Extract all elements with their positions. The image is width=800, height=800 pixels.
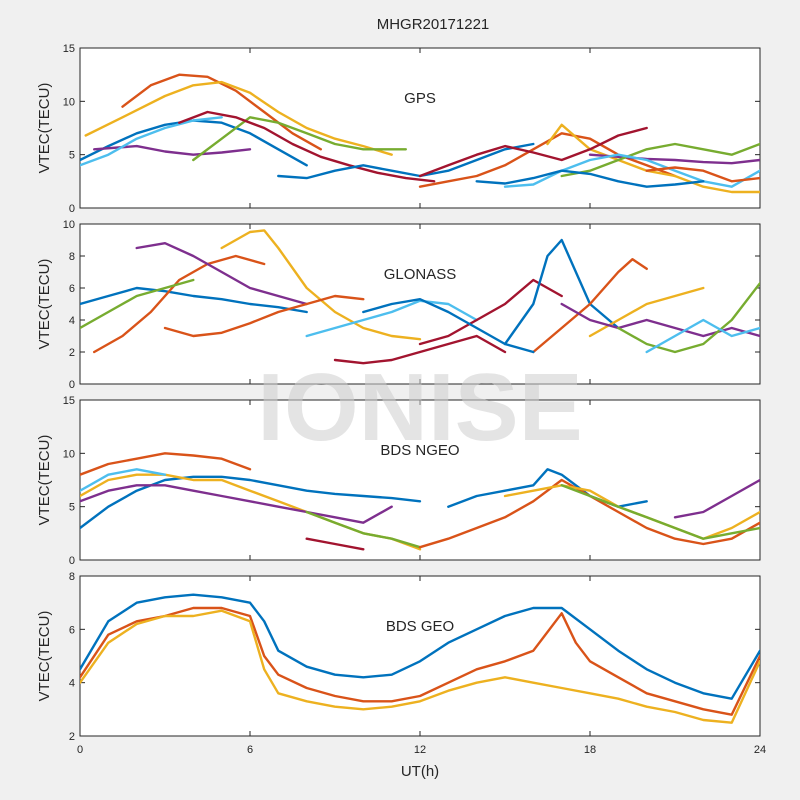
series-line xyxy=(560,302,760,338)
x-tick-label: 24 xyxy=(754,744,766,756)
series-line xyxy=(92,144,252,156)
series-line xyxy=(418,126,648,178)
panel-bds-ngeo: 0 5 10 15 BDS NGEO VTEC(TECU) xyxy=(36,395,761,567)
series-line xyxy=(503,153,760,188)
series-line xyxy=(80,468,167,492)
x-tick-label: 12 xyxy=(414,744,426,756)
series-line xyxy=(362,298,535,354)
series-line xyxy=(80,593,760,700)
axes-box xyxy=(79,575,761,737)
y-axis-label: VTEC(TECU) xyxy=(36,435,53,526)
x-axis-label: UT(h) xyxy=(401,763,439,780)
series-group xyxy=(80,593,760,724)
y-tick-label: 8 xyxy=(69,251,75,263)
series-line xyxy=(220,229,422,341)
y-axis-label: VTEC(TECU) xyxy=(36,259,53,350)
y-tick-label: 6 xyxy=(69,283,75,295)
series-line xyxy=(177,110,436,183)
series-line xyxy=(80,475,422,530)
y-tick-label: 0 xyxy=(69,203,75,215)
series-line xyxy=(80,609,760,724)
series-group xyxy=(80,229,760,365)
series-line xyxy=(475,169,705,188)
series-group xyxy=(80,73,760,194)
series-line xyxy=(92,254,266,354)
y-tick-label: 4 xyxy=(69,315,75,327)
y-tick-label: 15 xyxy=(63,43,75,55)
series-group xyxy=(80,452,760,551)
y-tick-label: 0 xyxy=(69,555,75,567)
series-line xyxy=(84,80,393,156)
y-tick-label: 15 xyxy=(63,395,75,407)
series-line xyxy=(333,334,507,365)
y-tick-label: 5 xyxy=(69,502,75,514)
series-line xyxy=(560,142,760,178)
y-axis-label: VTEC(TECU) xyxy=(36,83,53,174)
y-tick-label: 6 xyxy=(69,624,75,636)
series-line xyxy=(503,238,620,346)
series-line xyxy=(645,166,760,183)
series-line xyxy=(617,282,760,354)
series-line xyxy=(192,116,407,162)
series-line xyxy=(645,318,760,354)
panel-label: GPS xyxy=(404,90,436,107)
series-line xyxy=(80,606,760,716)
panel-label: BDS GEO xyxy=(386,618,454,635)
y-tick-label: 4 xyxy=(69,678,75,690)
series-line xyxy=(305,537,365,551)
watermark: IONISE xyxy=(257,354,582,461)
series-line xyxy=(532,258,648,354)
x-tick-label: 0 xyxy=(77,744,83,756)
panel-label: BDS NGEO xyxy=(380,442,459,459)
y-tick-label: 0 xyxy=(69,379,75,391)
y-tick-label: 8 xyxy=(69,571,75,583)
series-line xyxy=(560,484,760,540)
series-line xyxy=(673,478,760,519)
series-line xyxy=(121,73,322,151)
y-axis-label: VTEC(TECU) xyxy=(36,611,53,702)
x-tick-label: 18 xyxy=(584,744,596,756)
y-tick-label: 2 xyxy=(69,347,75,359)
series-line xyxy=(305,299,478,338)
y-tick-label: 2 xyxy=(69,731,75,743)
panel-glonass: 0 2 4 6 8 10 GLONASS VTEC(TECU) xyxy=(36,219,761,391)
series-line xyxy=(80,484,393,524)
y-tick-label: 5 xyxy=(69,150,75,162)
y-tick-label: 10 xyxy=(63,219,75,231)
axes-box xyxy=(79,47,761,209)
figure-title: MHGR20171221 xyxy=(377,16,490,33)
series-line xyxy=(418,132,677,188)
panels: 051015GPSVTEC(TECU)0246810GLONASSVTEC(TE… xyxy=(36,43,766,756)
series-line xyxy=(588,153,760,165)
series-line xyxy=(305,510,422,549)
panel-label: GLONASS xyxy=(384,266,457,283)
series-line xyxy=(80,286,308,314)
y-tick-label: 10 xyxy=(63,96,75,108)
series-line xyxy=(135,241,308,306)
y-tick-label: 10 xyxy=(63,448,75,460)
series-line xyxy=(80,452,252,476)
series-line xyxy=(418,278,563,346)
panel-gps: 0 5 10 15 GPS VTEC(TECU) xyxy=(36,43,761,215)
x-tick-label: 6 xyxy=(247,744,253,756)
series-line xyxy=(163,294,365,338)
series-line xyxy=(277,142,535,180)
series-line xyxy=(80,278,195,330)
series-line xyxy=(80,116,223,167)
